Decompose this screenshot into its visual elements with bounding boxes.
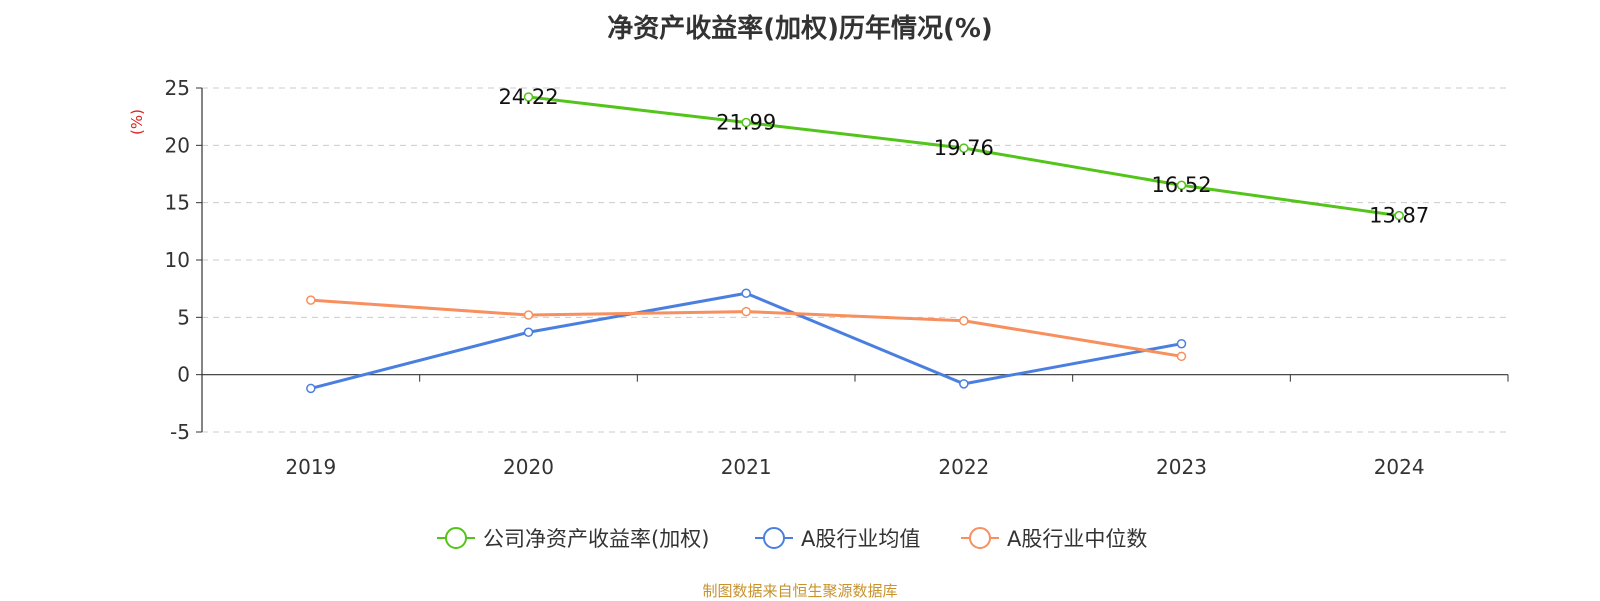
legend-marker	[445, 527, 467, 549]
y-tick-label: 25	[165, 76, 190, 100]
x-tick-label: 2021	[721, 455, 772, 479]
y-tick-label: 20	[165, 133, 190, 157]
series-layer	[306, 92, 1404, 394]
x-tick-label: 2020	[503, 455, 554, 479]
y-tick-label: 10	[165, 248, 190, 272]
legend-marker	[763, 527, 785, 549]
x-tick-label: 2023	[1156, 455, 1207, 479]
data-point	[1176, 180, 1187, 190]
y-axis-unit-label: (%)	[128, 109, 146, 135]
data-label: 13.87	[1369, 204, 1429, 228]
chart-title: 净资产收益率(加权)历年情况(%)	[607, 14, 993, 44]
data-point	[741, 117, 751, 128]
legend-marker	[969, 527, 991, 549]
legend-label: A股行业中位数	[1007, 527, 1147, 551]
x-tick-label: 2024	[1374, 455, 1425, 479]
data-point	[1394, 210, 1404, 221]
legend-item: A股行业中位数	[961, 527, 1147, 551]
y-tick-label: 5	[177, 305, 190, 329]
data-label: 24.22	[498, 85, 558, 109]
data-point	[306, 295, 316, 305]
data-label: 16.52	[1151, 173, 1211, 197]
data-point	[741, 288, 751, 299]
y-tick-label: -5	[170, 420, 190, 444]
legend-label: 公司净资产收益率(加权)	[483, 527, 709, 551]
legend: 公司净资产收益率(加权) A股行业均值 A股行业中位数	[437, 527, 1147, 551]
source-note: 制图数据来自恒生聚源数据库	[702, 582, 898, 600]
x-tick-label: 2022	[938, 455, 989, 479]
data-label-layer: 24.22 21.99 19.76 16.52 13.87	[498, 85, 1429, 228]
data-point	[523, 310, 534, 320]
data-point	[741, 306, 751, 317]
data-point	[523, 327, 534, 337]
legend-label: A股行业均值	[801, 527, 920, 551]
data-point	[1176, 351, 1187, 362]
legend-item: 公司净资产收益率(加权)	[437, 527, 709, 551]
y-tick-label: 0	[177, 363, 190, 387]
data-point	[523, 92, 534, 102]
data-point	[959, 316, 969, 326]
x-tick-label: 2019	[285, 455, 336, 479]
legend-item: A股行业均值	[755, 527, 920, 551]
data-point	[1176, 338, 1187, 349]
data-label: 19.76	[934, 136, 994, 160]
data-point	[959, 143, 969, 153]
data-point	[306, 383, 316, 394]
axis-layer: -5 0 5 10 15 20 25 2019 2020 2021 2022 2023 2024	[165, 76, 1509, 479]
data-label: 21.99	[716, 111, 776, 135]
y-tick-label: 15	[165, 191, 190, 215]
data-point	[959, 379, 969, 389]
